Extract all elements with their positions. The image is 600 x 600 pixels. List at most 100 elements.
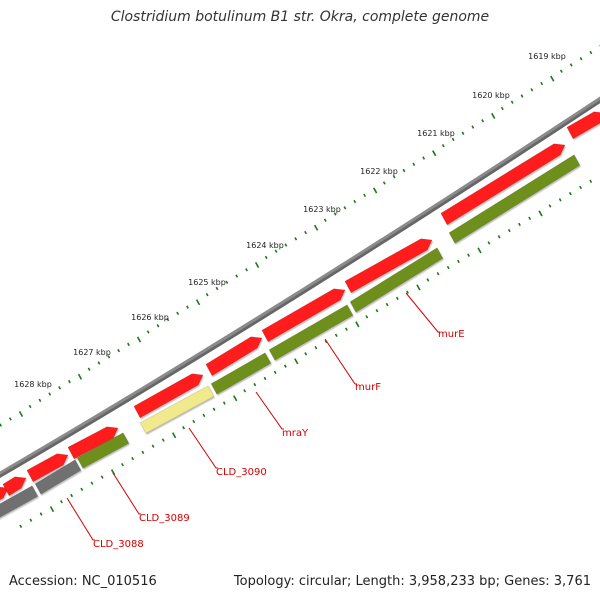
inner-tick: [314, 345, 318, 350]
outer-tick: [136, 336, 142, 343]
inner-tick: [70, 493, 74, 498]
outer-tick: [8, 417, 12, 421]
inner-tick: [365, 315, 369, 319]
inner-tick: [375, 308, 379, 313]
genome-backbone: [0, 96, 600, 478]
reverse-gene-block: [139, 385, 215, 434]
inner-tick: [131, 456, 135, 461]
backbone-line: [0, 96, 600, 475]
forward-gene-arrow: [440, 143, 566, 226]
gene-leader-line: [188, 427, 218, 469]
outer-tick: [77, 373, 83, 380]
inner-tick: [507, 228, 511, 233]
kbp-label: 1628 kbp: [14, 380, 52, 389]
gene-label: murE: [438, 329, 465, 340]
inner-tick: [161, 438, 165, 442]
inner-tick: [406, 290, 409, 294]
outer-tick: [579, 57, 583, 61]
inner-tick: [589, 179, 593, 184]
inner-tick: [568, 191, 572, 196]
backbone-shadow: [0, 97, 600, 478]
outer-tick: [589, 50, 593, 55]
outer-tick: [205, 292, 209, 297]
outer-tick: [254, 261, 260, 268]
outer-tick: [382, 181, 386, 185]
outer-tick: [176, 311, 180, 316]
gene-leader-line: [112, 472, 141, 515]
inner-tick: [477, 247, 482, 254]
inner-tick: [141, 450, 145, 455]
forward-gene-arrow: [67, 426, 119, 460]
outer-tick: [510, 100, 514, 104]
inner-tick: [436, 272, 440, 276]
outer-tick: [245, 268, 248, 272]
kbp-label: 1623 kbp: [303, 205, 341, 214]
forward-gene-arrow: [344, 238, 433, 294]
gene-label: murF: [355, 382, 381, 393]
inner-tick: [39, 512, 43, 516]
outer-tick: [441, 143, 445, 148]
gene-features: [0, 111, 600, 518]
inner-tick: [253, 382, 257, 387]
outer-tick: [323, 218, 327, 222]
outer-tick: [313, 224, 319, 231]
reverse-gene-block: [448, 154, 581, 244]
inner-tick: [345, 327, 348, 331]
reverse-gene-block: [76, 432, 130, 469]
outer-tick: [471, 125, 475, 129]
inner-tick: [19, 524, 23, 529]
outer-tick: [373, 187, 378, 194]
inner-tick: [90, 481, 94, 485]
inner-tick: [60, 499, 63, 504]
kbp-label: 1622 kbp: [360, 167, 398, 176]
outer-tick: [422, 156, 426, 160]
inner-tick: [171, 432, 177, 439]
inner-tick: [263, 376, 267, 381]
inner-tick: [243, 389, 247, 393]
outer-tick: [274, 249, 278, 253]
inner-tick: [456, 259, 460, 264]
inner-tick: [538, 210, 543, 217]
outer-tick: [58, 386, 62, 390]
outer-tick: [87, 367, 91, 371]
reverse-gene-block: [268, 304, 354, 361]
outer-tick: [235, 274, 239, 278]
inner-tick: [487, 241, 491, 245]
outer-tick: [392, 175, 396, 179]
outer-tick: [156, 324, 160, 328]
outer-tick: [97, 361, 101, 365]
forward-gene-arrow: [566, 111, 600, 140]
gene-leader-line: [324, 338, 357, 385]
kbp-label: 1627 kbp: [73, 348, 111, 357]
outer-tick: [540, 81, 544, 86]
inner-tick: [518, 222, 521, 227]
reverse-gene-block: [0, 485, 39, 518]
reverse-gene-block: [210, 352, 272, 395]
inner-tick: [294, 358, 299, 365]
outer-tick: [402, 168, 406, 173]
outer-tick: [491, 112, 496, 119]
gene-leader-line: [405, 292, 440, 333]
kbp-label: 1620 kbp: [472, 91, 510, 100]
inner-tick: [202, 413, 206, 418]
outer-tick: [559, 69, 563, 73]
inner-tick: [283, 364, 287, 368]
outer-tick: [461, 131, 465, 135]
outer-tick: [343, 206, 347, 210]
outer-tick: [146, 330, 150, 334]
outer-tick: [68, 379, 71, 384]
outer-tick: [215, 286, 219, 291]
inner-tick: [273, 370, 277, 374]
inner-tick: [334, 333, 338, 338]
outer-tick: [569, 63, 573, 67]
reverse-gene-block: [34, 459, 82, 495]
outer-tick: [0, 423, 2, 427]
labels: 1619 kbp 1620 kbp 1621 kbp 1622 kbp 1623 kbp…: [14, 52, 566, 550]
inner-tick: [446, 265, 450, 270]
outer-tick: [18, 410, 24, 418]
inner-tick: [385, 302, 389, 307]
gene-label: CLD_3089: [139, 513, 190, 524]
kbp-label: 1619 kbp: [528, 52, 566, 61]
outer-tick: [264, 255, 268, 260]
outer-tick: [520, 94, 524, 98]
